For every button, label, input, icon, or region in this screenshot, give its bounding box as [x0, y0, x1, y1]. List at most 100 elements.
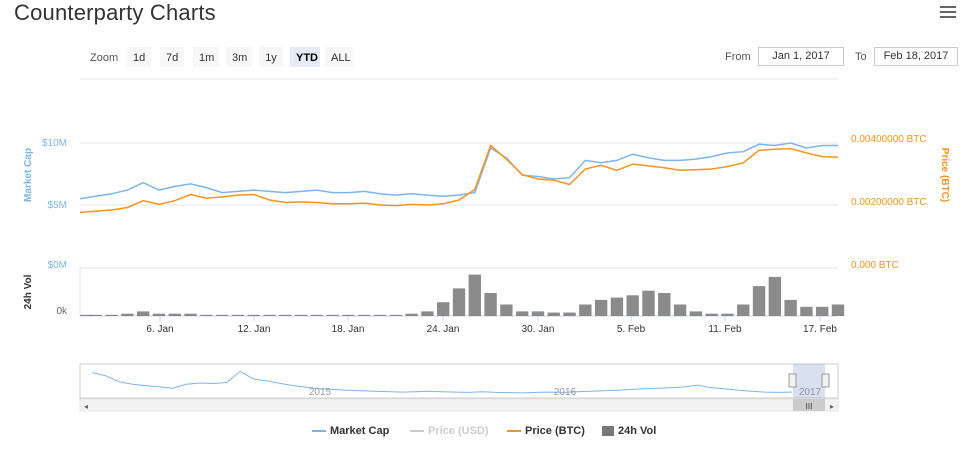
vol-bar: [579, 304, 592, 316]
to-label: To: [855, 51, 867, 63]
vol-bar: [152, 313, 166, 316]
legend-24h-vol[interactable]: 24h Vol: [602, 425, 656, 437]
zoom-3m-button[interactable]: 3m: [226, 47, 252, 67]
legend-24h-vol-label: 24h Vol: [618, 425, 657, 437]
from-date-input[interactable]: [758, 47, 844, 66]
vol-bar: [705, 313, 718, 316]
navigator-year-label: 2015: [309, 387, 332, 398]
left-tick-label: $10M: [42, 138, 67, 149]
x-tick-label: 17. Feb: [803, 324, 837, 335]
vol-bar: [263, 314, 276, 316]
vol-left-tick-label: 0k: [56, 306, 68, 317]
vol-bar: [184, 313, 197, 316]
legend-market-cap[interactable]: Market Cap: [312, 425, 389, 437]
left-tick-label: $5M: [48, 200, 67, 211]
navigator-frame: [79, 363, 839, 399]
scroll-left-arrow-icon[interactable]: ◂: [84, 402, 88, 411]
vol-bar: [594, 299, 608, 316]
vol-bar: [358, 314, 371, 316]
vol-bar: [89, 314, 102, 316]
right-tick-label: 0.00400000 BTC: [851, 134, 927, 145]
vol-bar: [563, 312, 576, 316]
to-date-input[interactable]: [874, 47, 958, 66]
x-tick-label: 5. Feb: [617, 324, 646, 335]
vol-bar: [752, 286, 766, 316]
vol-bar: [421, 311, 434, 316]
vol-axis-title: 24h Vol: [23, 274, 34, 309]
vol-bar: [215, 314, 229, 316]
vol-bar: [168, 313, 181, 316]
navigator-year-label: 2017: [799, 387, 822, 398]
zoom-1d-button[interactable]: 1d: [127, 47, 151, 67]
scroll-right-arrow-icon[interactable]: ▸: [830, 402, 834, 411]
legend-price-usd-label: Price (USD): [428, 425, 489, 437]
chart-legend: Market Cap Price (USD) Price (BTC) 24h V…: [0, 425, 965, 443]
vol-bar: [831, 304, 845, 316]
legend-line-icon: [507, 430, 521, 433]
navigator-left-handle[interactable]: [788, 373, 797, 388]
legend-price-btc[interactable]: Price (BTC): [507, 425, 585, 437]
vol-bar: [405, 313, 418, 316]
vol-bar: [689, 311, 703, 316]
vol-bar: [389, 314, 403, 316]
zoom-1m-button[interactable]: 1m: [193, 47, 219, 67]
x-tick-label: 18. Jan: [332, 324, 365, 335]
vol-bar: [468, 274, 481, 316]
vol-bar: [800, 306, 813, 316]
page-title: Counterparty Charts: [14, 0, 216, 25]
vol-left-tick-label: $0M: [48, 260, 67, 271]
vol-bar: [342, 314, 355, 316]
vol-bar: [816, 306, 829, 316]
vol-bar: [121, 313, 134, 316]
zoom-1y-button[interactable]: 1y: [259, 47, 283, 67]
vol-bar: [279, 314, 292, 316]
vol-bar: [531, 311, 545, 316]
scrollbar-grip-icon: III: [806, 402, 813, 411]
navigator-right-handle[interactable]: [821, 373, 830, 388]
vol-bar: [136, 311, 150, 316]
price-btc-line: [79, 144, 839, 214]
x-tick-label: 30. Jan: [522, 324, 555, 335]
vol-bar: [721, 313, 734, 316]
zoom-label: Zoom: [90, 52, 119, 64]
vol-bar: [626, 295, 639, 316]
scrollbar-track: [79, 398, 839, 412]
from-label: From: [725, 51, 751, 63]
vol-bar: [658, 293, 671, 316]
vol-bar: [500, 304, 513, 316]
vol-bar: [231, 314, 245, 316]
vol-bar: [326, 314, 339, 316]
legend-line-icon: [410, 430, 424, 433]
x-tick-label: 11. Feb: [708, 324, 742, 335]
x-tick-label: 24. Jan: [427, 324, 460, 335]
navigator-selected-range: [793, 364, 825, 398]
market-cap-line: [79, 142, 838, 200]
vol-right-tick-label: 0.000 BTC: [851, 260, 899, 271]
vol-bar: [610, 297, 624, 316]
vol-bar: [373, 314, 387, 316]
legend-price-btc-label: Price (BTC): [525, 425, 585, 437]
zoom-7d-button[interactable]: 7d: [160, 47, 184, 67]
vol-bar: [200, 314, 213, 316]
zoom-all-button[interactable]: ALL: [325, 47, 353, 67]
zoom-ytd-button[interactable]: YTD: [290, 47, 320, 67]
vol-bar: [294, 314, 308, 316]
right-axis-title: Price (BTC): [939, 148, 950, 202]
vol-bar: [547, 312, 560, 316]
vol-bar: [784, 299, 797, 316]
vol-bar: [437, 302, 450, 316]
chart-canvas: $10M $5M Market Cap 0.00400000 BTC 0.0020000…: [23, 78, 950, 412]
navigator-year-label: 2016: [554, 387, 577, 398]
scrollbar-thumb[interactable]: [793, 399, 825, 411]
vol-bar: [737, 304, 750, 316]
vol-bar: [247, 314, 260, 316]
vol-bar: [515, 311, 529, 316]
left-axis-title: Market Cap: [23, 148, 34, 202]
legend-price-usd[interactable]: Price (USD): [410, 425, 489, 437]
vol-bar: [105, 314, 118, 316]
vol-bar: [452, 288, 466, 316]
x-tick-label: 6. Jan: [146, 324, 173, 335]
vol-bar: [673, 304, 687, 316]
vol-bar: [484, 293, 497, 316]
hamburger-menu-icon[interactable]: [940, 6, 956, 20]
